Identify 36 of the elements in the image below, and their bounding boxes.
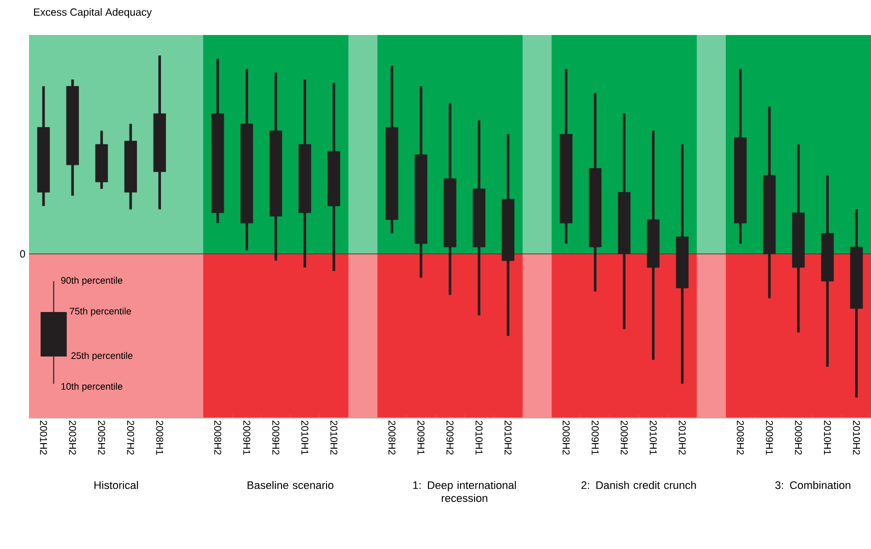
x-tick-label: 2010H1 xyxy=(476,420,483,455)
x-tick-label: 2010H2 xyxy=(504,420,512,455)
x-tick-label: 2007H2 xyxy=(127,420,134,455)
x-tick-label: 2009H1 xyxy=(592,420,599,455)
text: Baseline scenario xyxy=(248,480,334,490)
x-tick-label: 2009H1 xyxy=(417,420,424,455)
x-tick-label: 2009H2 xyxy=(620,420,628,455)
x-tick-label: 2008H2 xyxy=(388,420,396,455)
x-tick-label: 2008H2 xyxy=(736,420,744,455)
annotation: 75th percentile xyxy=(70,308,132,316)
text: 3: Combination xyxy=(775,480,850,490)
x-tick-label: 2010H1 xyxy=(301,420,308,455)
annotation: 90th percentile xyxy=(61,276,122,286)
x-tick-label: 2010H2 xyxy=(678,420,686,455)
x-tick-label: 2010H1 xyxy=(650,420,657,455)
x-tick-label: 2001H2 xyxy=(40,420,48,455)
x-tick-label: 2005H2 xyxy=(98,420,106,455)
x-tick-label: 2008H2 xyxy=(214,420,222,455)
x-tick-label: 2010H2 xyxy=(852,420,860,455)
x-tick-label: 2008H2 xyxy=(562,420,570,455)
annotation: 25th percentile xyxy=(71,352,133,361)
x-tick-label: 2009H1 xyxy=(243,420,250,455)
text: Historical xyxy=(94,480,138,490)
text: 2: Danish credit crunch xyxy=(581,480,696,490)
x-tick-label: 2008H1 xyxy=(156,420,164,455)
ref-line-label: 0 xyxy=(20,250,26,258)
x-tick-label: 2009H2 xyxy=(272,420,280,455)
annotation: 10th percentile xyxy=(61,382,122,392)
chart-title: Excess Capital Adequacy xyxy=(34,8,152,18)
text: 1: Deep international recession xyxy=(413,480,516,502)
x-tick-label: 2009H2 xyxy=(446,420,454,455)
x-tick-label: 2009H2 xyxy=(794,420,802,455)
x-tick-label: 2010H1 xyxy=(824,420,831,455)
x-tick-label: 2009H1 xyxy=(766,420,773,455)
x-tick-label: 2003H2 xyxy=(69,420,76,455)
x-tick-label: 2010H2 xyxy=(330,420,338,455)
